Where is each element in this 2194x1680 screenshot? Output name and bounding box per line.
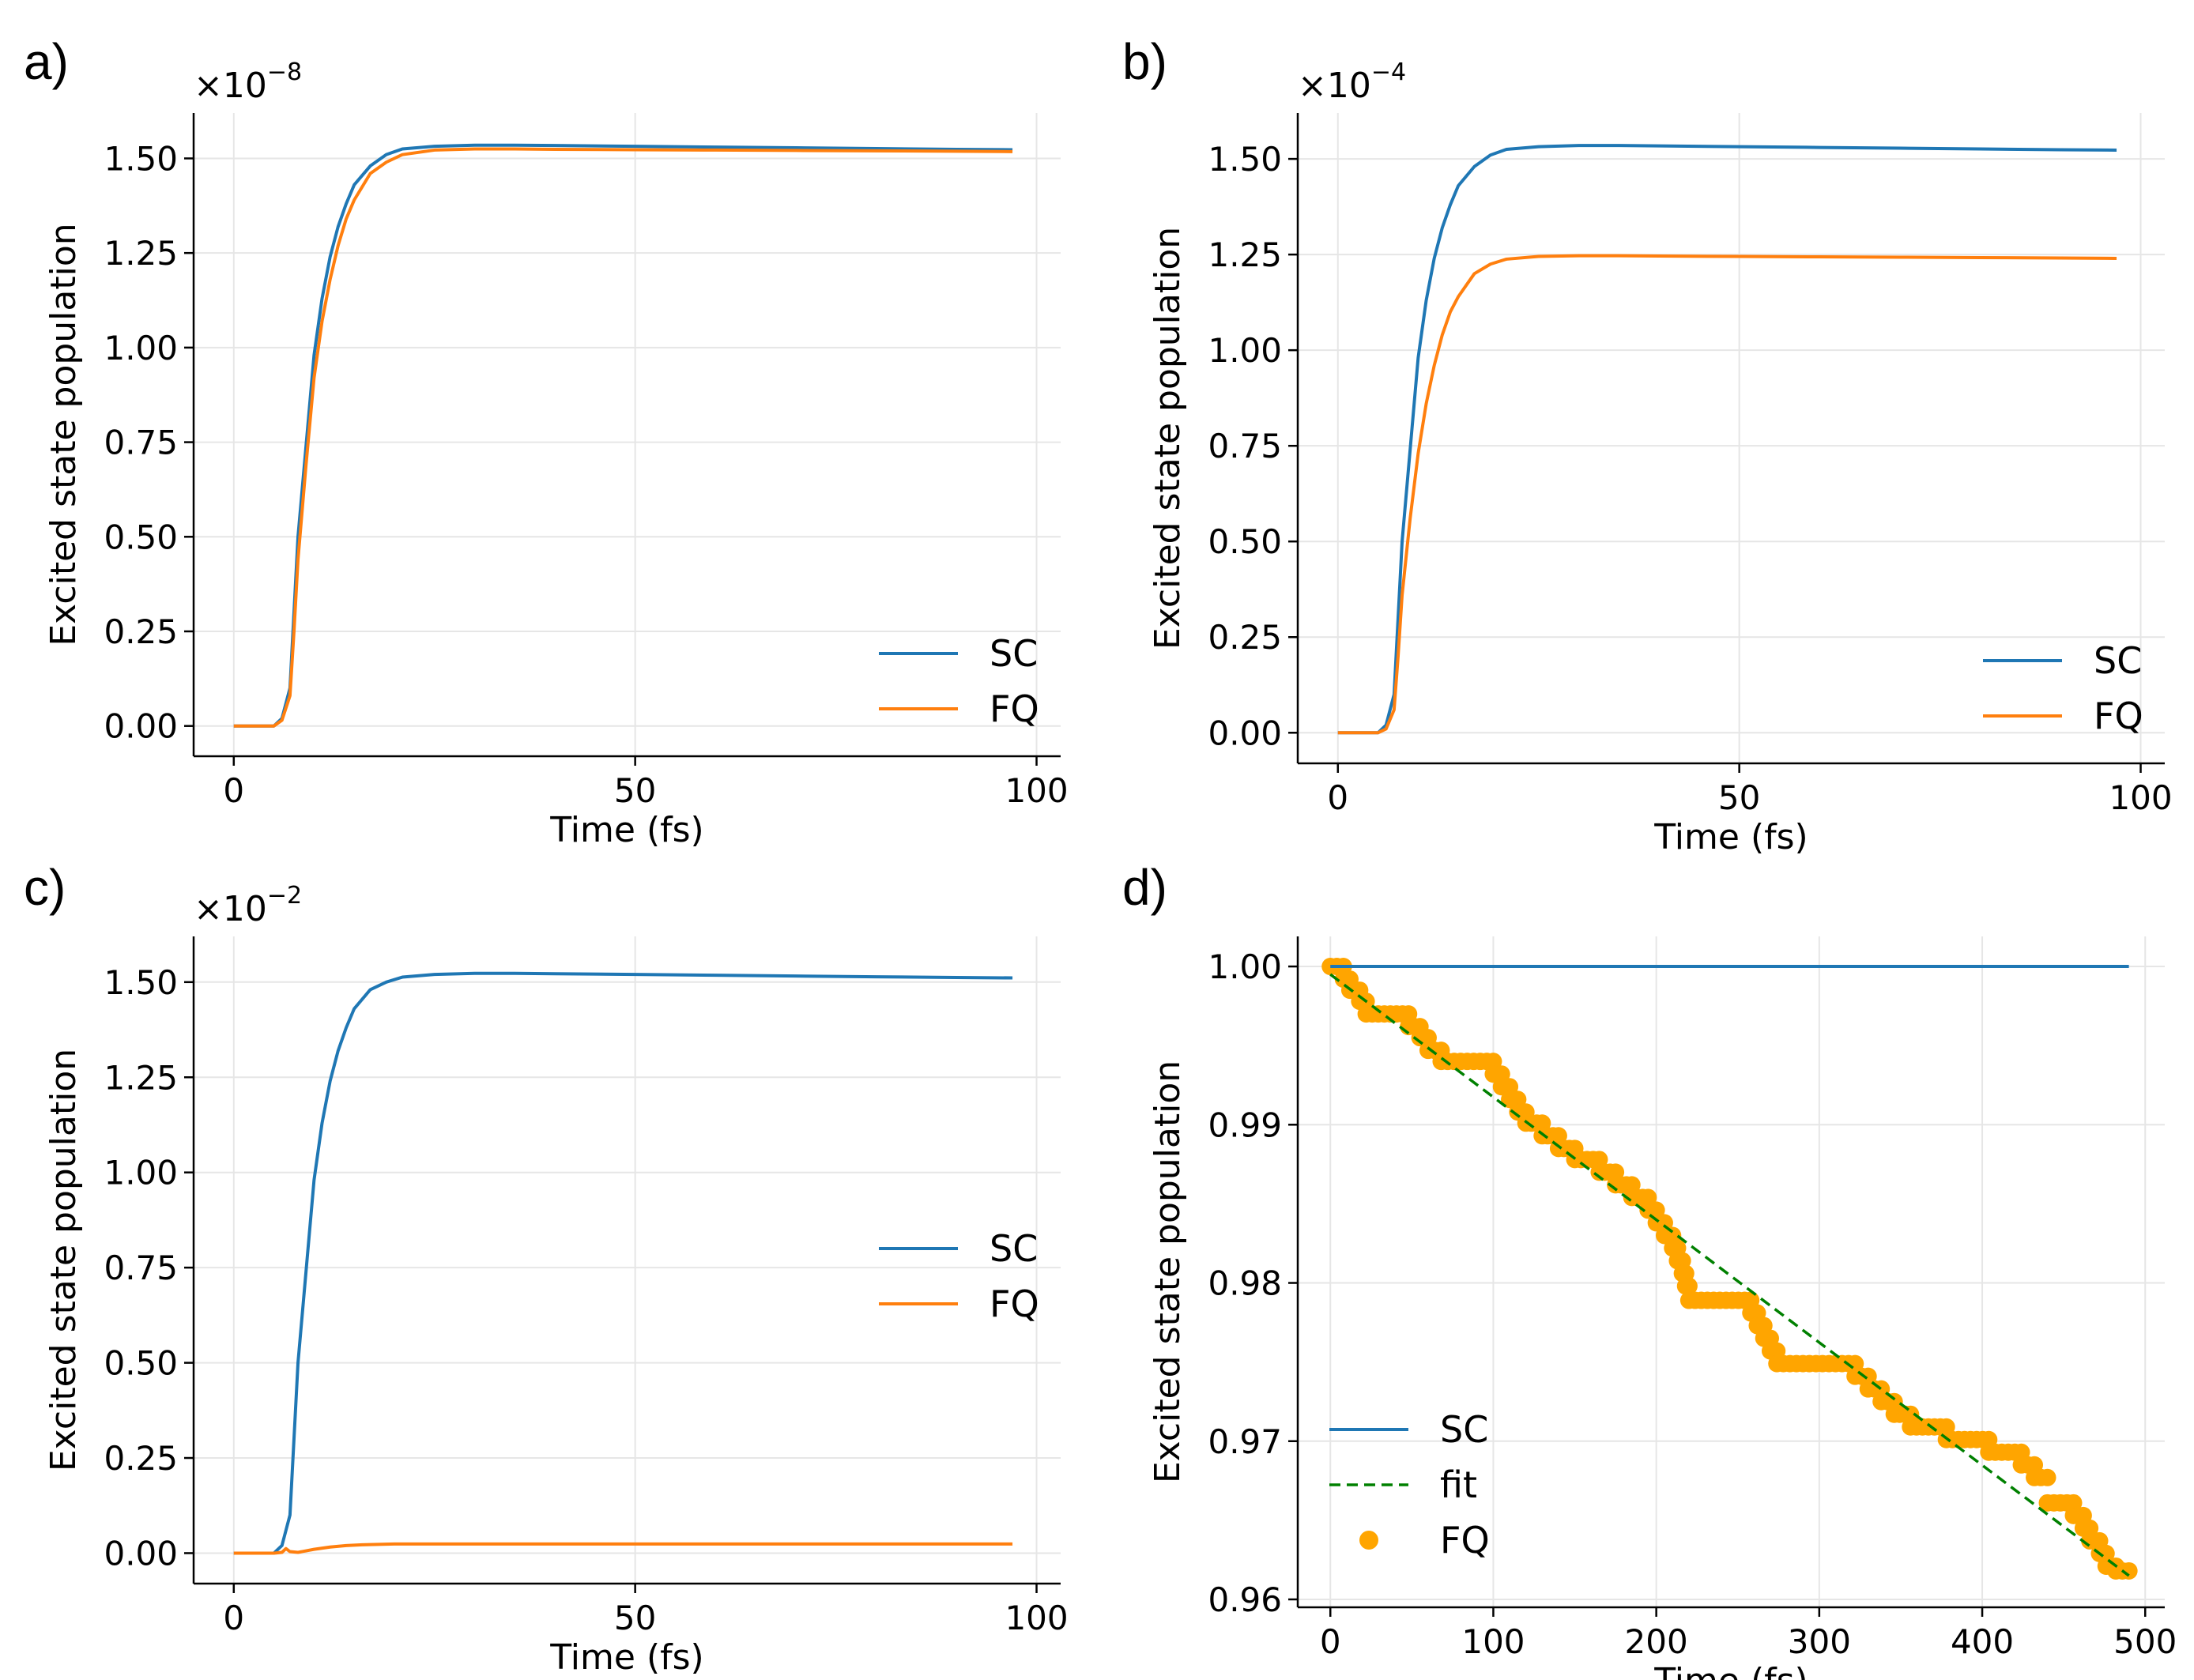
plot-area xyxy=(233,971,1013,1555)
y-tick-label: 1.00 xyxy=(104,329,178,367)
y-tick-label: 1.50 xyxy=(1208,140,1282,179)
y-tick-label: 0.75 xyxy=(104,424,178,462)
y-axis-label: Excited state population xyxy=(1148,1060,1188,1483)
x-tick-label: 400 xyxy=(1951,1622,2014,1661)
x-tick-label: 500 xyxy=(2113,1622,2177,1661)
x-tick-label: 0 xyxy=(223,1599,244,1637)
y-tick-label: 1.25 xyxy=(104,234,178,273)
y-tick-label: 0.75 xyxy=(1208,427,1282,465)
plot-area xyxy=(1321,958,2138,1580)
panel-label: b) xyxy=(1122,33,1167,90)
y-tick-label: 0.98 xyxy=(1208,1264,1282,1303)
y-tick-label: 0.25 xyxy=(104,1439,178,1478)
y-axis-label: Excited state population xyxy=(1148,227,1188,650)
x-axis-label: Time (fs) xyxy=(1653,1661,1808,1680)
legend-label-fq: FQ xyxy=(990,687,1039,730)
multiplier-base: ×10 xyxy=(194,889,267,929)
x-tick-label: 100 xyxy=(2109,778,2172,817)
series-line-fq xyxy=(233,1542,1013,1555)
y-tick-label: 0.50 xyxy=(104,518,178,556)
legend-label-fq: FQ xyxy=(1440,1519,1490,1561)
legend-swatch-fq xyxy=(1359,1531,1378,1550)
x-tick-label: 200 xyxy=(1625,1622,1688,1661)
grid xyxy=(194,113,1061,756)
fit-line xyxy=(1329,973,2130,1577)
y-tick-label: 0.50 xyxy=(1208,522,1282,561)
y-tick-label: 0.00 xyxy=(104,707,178,746)
x-tick-label: 0 xyxy=(1320,1622,1341,1661)
axis-multiplier: ×10−2 xyxy=(194,882,302,929)
fq-point xyxy=(2038,1468,2056,1486)
legend-label-sc: SC xyxy=(990,632,1038,675)
series-line-fq xyxy=(233,147,1013,728)
y-tick-label: 1.00 xyxy=(1208,947,1282,986)
series-line-sc xyxy=(233,143,1013,728)
y-tick-label: 0.25 xyxy=(104,612,178,651)
panel-c: c) 0 50 100 0.00 0.25 0.50 0.75 1.00 1.25 1.50 Time… xyxy=(24,859,1069,1678)
panel-label: d) xyxy=(1122,859,1167,916)
legend-label-sc: SC xyxy=(990,1227,1038,1270)
multiplier-exponent: −4 xyxy=(1371,58,1406,86)
multiplier-base: ×10 xyxy=(194,66,267,106)
y-tick-label: 0.00 xyxy=(1208,714,1282,752)
legend-label-sc: SC xyxy=(2094,639,2142,682)
legend-label-fit: fit xyxy=(1440,1463,1477,1506)
y-tick-label: 0.96 xyxy=(1208,1580,1282,1619)
x-axis-label: Time (fs) xyxy=(1653,817,1808,857)
y-tick-label: 1.00 xyxy=(1208,331,1282,370)
panel-label: a) xyxy=(24,33,69,90)
x-tick-label: 100 xyxy=(1005,1599,1068,1637)
x-tick-label: 0 xyxy=(1327,778,1348,817)
series-line-fq xyxy=(1337,254,2117,735)
y-tick-label: 0.00 xyxy=(104,1534,178,1573)
fq-point xyxy=(1679,1277,1698,1295)
y-tick-label: 1.25 xyxy=(1208,235,1282,274)
x-tick-label: 0 xyxy=(223,771,244,810)
plot-area xyxy=(1337,144,2117,735)
axis-multiplier: ×10−4 xyxy=(1298,58,1406,106)
legend-label-sc: SC xyxy=(1440,1408,1488,1451)
legend-label-fq: FQ xyxy=(990,1283,1039,1325)
y-tick-label: 0.97 xyxy=(1208,1422,1282,1461)
x-tick-label: 50 xyxy=(614,1599,656,1637)
grid xyxy=(1298,113,2165,763)
y-tick-label: 0.99 xyxy=(1208,1106,1282,1144)
multiplier-exponent: −2 xyxy=(267,882,302,910)
legend: SC FQ xyxy=(879,1227,1039,1325)
x-tick-label: 50 xyxy=(1718,778,1760,817)
panel-d: d) 0 100 200 300 400 500 0.96 0.97 0.98 0.99 1.00 Ti… xyxy=(1122,859,2177,1680)
legend-label-fq: FQ xyxy=(2094,695,2143,737)
legend: SC FQ xyxy=(879,632,1039,730)
x-tick-label: 100 xyxy=(1005,771,1068,810)
x-axis-label: Time (fs) xyxy=(549,1637,703,1678)
panel-label: c) xyxy=(24,859,66,916)
x-tick-label: 50 xyxy=(614,771,656,810)
legend: SC fit FQ xyxy=(1329,1408,1490,1561)
multiplier-base: ×10 xyxy=(1298,66,1371,106)
plot-area xyxy=(233,143,1013,728)
series-line-sc xyxy=(233,971,1013,1555)
legend: SC FQ xyxy=(1983,639,2143,737)
y-tick-label: 1.25 xyxy=(104,1058,178,1097)
fq-point xyxy=(2120,1561,2138,1580)
panel-b: b) 0 50 100 0.00 0.25 0.50 0.75 1.00 1.25 1.50 Time… xyxy=(1122,33,2173,857)
x-axis-label: Time (fs) xyxy=(549,810,703,850)
y-tick-label: 1.00 xyxy=(104,1154,178,1192)
x-tick-label: 100 xyxy=(1461,1622,1525,1661)
y-tick-label: 0.75 xyxy=(104,1249,178,1287)
y-axis-label: Excited state population xyxy=(43,223,84,646)
grid xyxy=(194,936,1061,1584)
panel-a: a) 0 50 100 0.00 0.25 0.50 0.75 1.00 1.25 1.50 Time… xyxy=(24,33,1069,850)
y-axis-label: Excited state population xyxy=(43,1049,84,1471)
multiplier-exponent: −8 xyxy=(267,58,302,86)
y-tick-label: 0.25 xyxy=(1208,618,1282,657)
series-line-sc xyxy=(1337,144,2117,735)
axis-multiplier: ×10−8 xyxy=(194,58,302,106)
y-tick-label: 1.50 xyxy=(104,139,178,178)
y-tick-label: 0.50 xyxy=(104,1344,178,1383)
y-tick-label: 1.50 xyxy=(104,963,178,1002)
x-tick-label: 300 xyxy=(1788,1622,1851,1661)
